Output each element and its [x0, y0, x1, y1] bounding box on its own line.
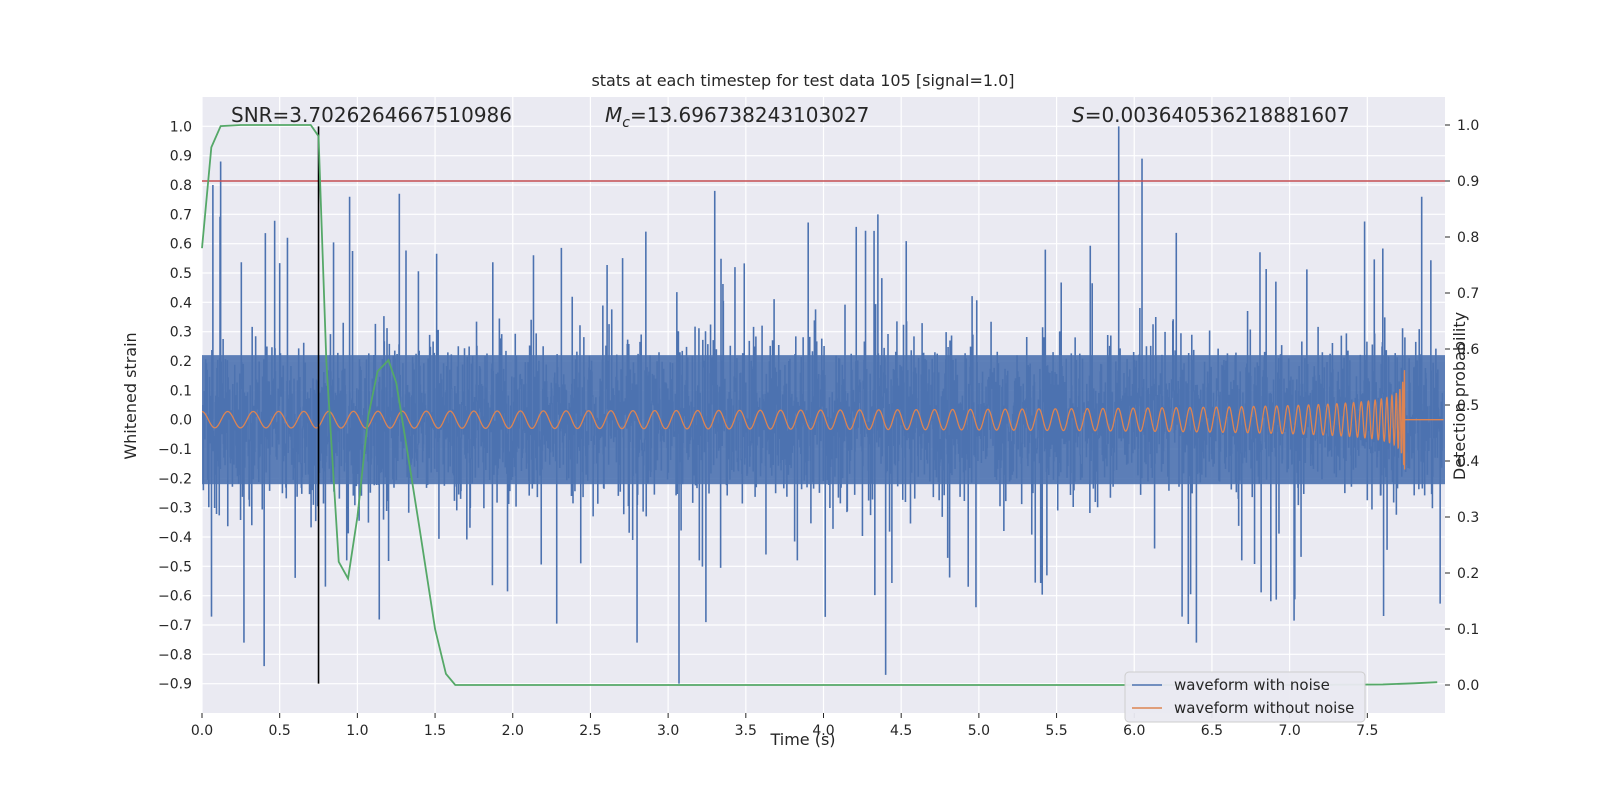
x-tick-label: 4.0: [812, 723, 834, 739]
y-left-tick-label: −0.2: [158, 471, 192, 487]
y-left-tick-label: 0.3: [170, 325, 192, 341]
y-right-tick-label: 0.2: [1457, 566, 1479, 582]
x-tick-label: 6.5: [1201, 723, 1223, 739]
x-tick-label: 5.0: [968, 723, 990, 739]
y-right-tick-label: 1.0: [1457, 118, 1479, 134]
snr-annotation: SNR=3.7026264667510986: [231, 103, 512, 127]
x-axis-label: Time (s): [769, 730, 835, 749]
legend-label-noise: waveform with noise: [1174, 676, 1330, 694]
y-axis-right-label: Detection probability: [1450, 312, 1469, 480]
legend: waveform with noise waveform without noi…: [1124, 671, 1366, 723]
y-right-tick-label: 0.6: [1457, 342, 1479, 358]
x-tick-label: 0.0: [191, 723, 213, 739]
x-axis-ticks: 0.0 0.5 1.0 1.5 2.0 2.5 3.0 3.5 4.0 4.5 5.0 5.5 6.0 6…: [191, 713, 1378, 739]
x-tick-label: 3.5: [735, 723, 757, 739]
mc-annotation: Mc=13.696738243103027: [605, 103, 869, 131]
y-right-tick-label: 0.0: [1457, 678, 1479, 694]
y-left-tick-label: 0.2: [170, 354, 192, 370]
chart-title: stats at each timestep for test data 105…: [591, 71, 1014, 90]
y-right-tick-label: 0.8: [1457, 230, 1479, 246]
x-tick-label: 2.0: [502, 723, 524, 739]
y-left-tick-label: 0.8: [170, 178, 192, 194]
y-left-tick-label: −0.1: [158, 442, 192, 458]
s-symbol: S: [1072, 103, 1085, 127]
y-left-tick-label: 0.0: [170, 413, 192, 429]
legend-box: [1124, 671, 1366, 723]
y-right-tick-label: 0.5: [1457, 398, 1479, 414]
y-right-tick-label: 0.1: [1457, 622, 1479, 638]
y-right-tick-label: 0.3: [1457, 510, 1479, 526]
x-tick-label: 7.0: [1278, 723, 1300, 739]
mc-symbol: M: [605, 103, 622, 127]
x-tick-label: 5.5: [1045, 723, 1067, 739]
x-tick-label: 1.5: [424, 723, 446, 739]
y-left-tick-label: −0.6: [158, 589, 192, 605]
series-waveform-without-noise: [201, 370, 1444, 470]
x-tick-label: 3.0: [657, 723, 679, 739]
mc-subscript: c: [622, 115, 630, 131]
y-left-tick-label: 0.1: [170, 383, 192, 399]
legend-label-clean: waveform without noise: [1174, 699, 1354, 717]
mc-value: =13.696738243103027: [630, 103, 869, 127]
y-right-tick-label: 0.4: [1457, 454, 1479, 470]
clean-trace: [201, 370, 1444, 470]
y-left-tick-label: −0.3: [158, 501, 192, 517]
y-left-tick-label: 1.0: [170, 119, 192, 135]
series-detection-probability: [201, 124, 1438, 686]
y-left-tick-label: −0.7: [158, 618, 192, 634]
y-left-tick-label: 0.5: [170, 266, 192, 282]
x-tick-label: 7.5: [1356, 723, 1378, 739]
y-left-tick-label: −0.4: [158, 530, 192, 546]
x-tick-label: 1.0: [346, 723, 368, 739]
x-tick-label: 6.0: [1123, 723, 1145, 739]
y-left-tick-label: 0.7: [170, 207, 192, 223]
y-right-tick-label: 0.7: [1457, 286, 1479, 302]
x-tick-label: 0.5: [269, 723, 291, 739]
y-left-tick-label: −0.9: [158, 677, 192, 693]
s-annotation: S=0.003640536218881607: [1072, 103, 1350, 127]
y-left-tick-label: 0.9: [170, 149, 192, 165]
y-right-tick-label: 0.9: [1457, 174, 1479, 190]
y-left-tick-label: 0.6: [170, 237, 192, 253]
y-axis-left-label: Whitened strain: [121, 332, 140, 459]
x-tick-label: 4.5: [890, 723, 912, 739]
y-left-tick-label: −0.5: [158, 559, 192, 575]
y-left-tick-label: −0.8: [158, 647, 192, 663]
probability-trace: [201, 124, 1438, 686]
noise-core: [202, 355, 1445, 485]
y-axis-left-ticks: −0.9 −0.8 −0.7 −0.6 −0.5 −0.4 −0.3 −0.2 −0.1 0.0 0…: [158, 119, 192, 692]
y-axis-right-ticks: 0.0 0.1 0.2 0.3 0.4 0.5 0.6 0.7 0.8 0.9 1.0: [1445, 118, 1479, 694]
x-tick-label: 2.5: [579, 723, 601, 739]
y-left-tick-label: 0.4: [170, 295, 192, 311]
s-value: =0.003640536218881607: [1085, 103, 1350, 127]
